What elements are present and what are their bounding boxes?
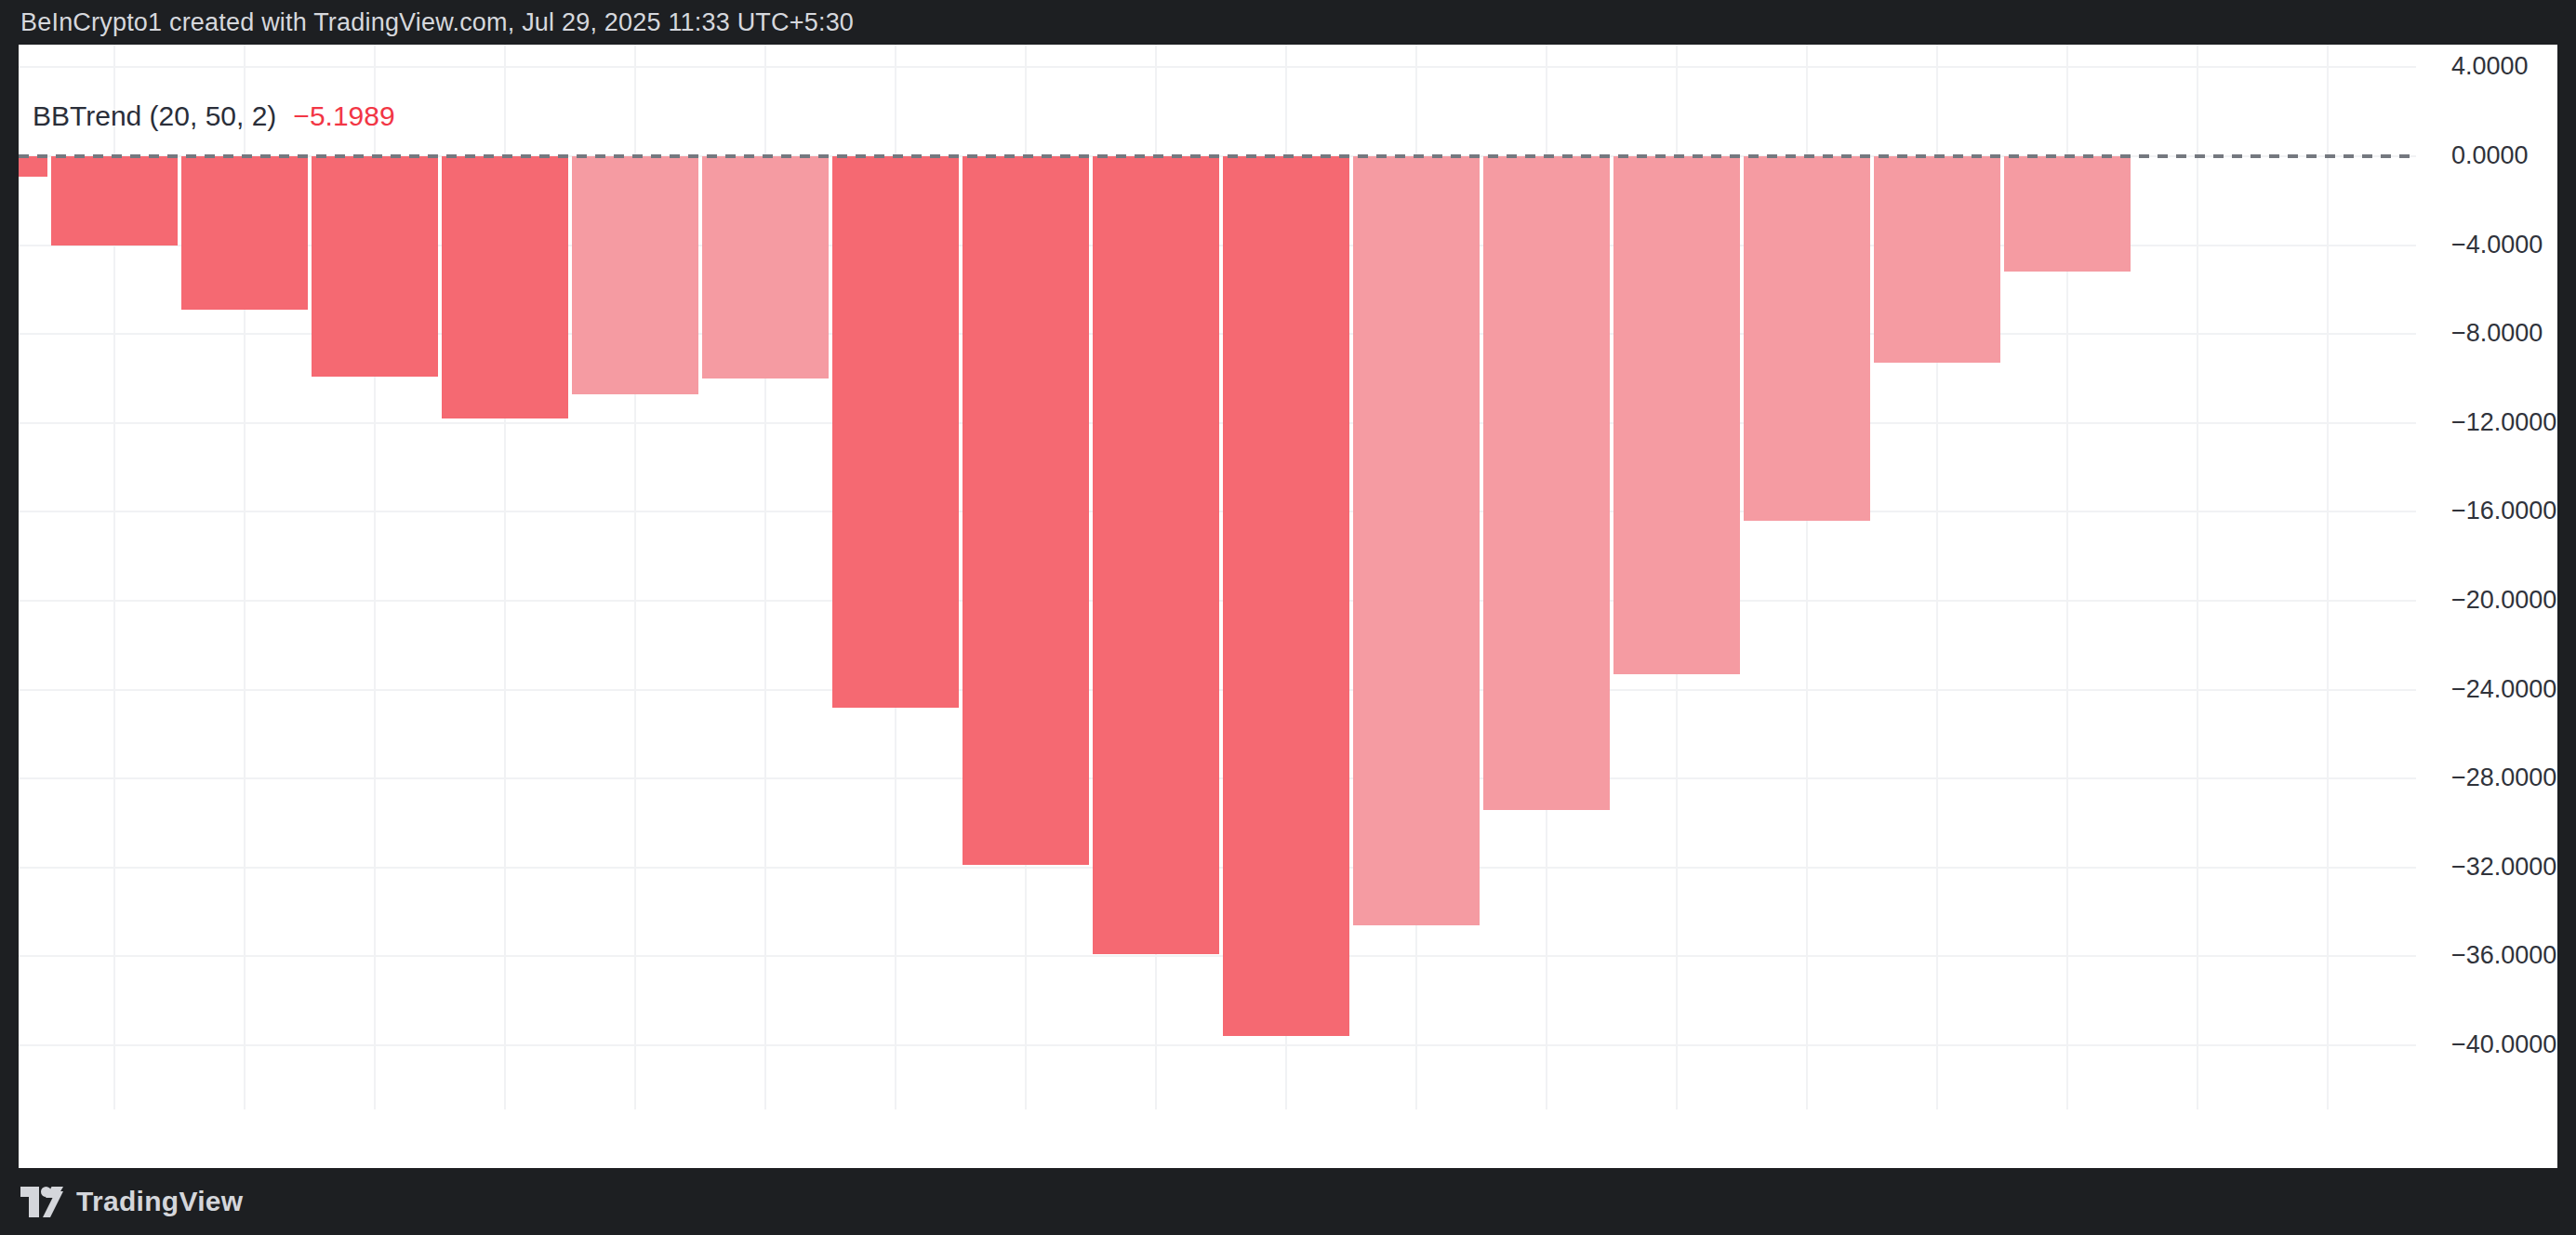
bar-28[interactable] [1874,156,2000,363]
y-tick-label: −32.0000 [2451,855,2556,880]
tradingview-logo-text: TradingView [76,1186,243,1217]
bar-21[interactable] [963,156,1089,865]
h-gridline [19,66,2416,68]
y-axis[interactable]: 4.0000 0.0000 −4.0000 −8.0000 −12.0000 −16.00… [2418,45,2557,1168]
bar-29[interactable] [2004,156,2131,272]
y-tick-label: 4.0000 [2451,54,2529,79]
bar-13[interactable] [19,156,47,177]
h-gridline [19,1044,2416,1046]
bar-16[interactable] [312,156,438,377]
tradingview-logo-icon [20,1187,63,1217]
bar-15[interactable] [181,156,308,310]
bar-17[interactable] [442,156,568,418]
bar-24[interactable] [1353,156,1480,925]
bar-18[interactable] [572,156,698,394]
header-bar: BeInCrypto1 created with TradingView.com… [0,0,2576,45]
y-tick-label: −4.0000 [2451,232,2543,258]
h-gridline [19,955,2416,957]
bar-25[interactable] [1483,156,1610,810]
indicator-value: −5.1989 [293,100,394,132]
y-tick-label: −24.0000 [2451,677,2556,702]
header-title: BeInCrypto1 created with TradingView.com… [0,8,854,37]
indicator-name: BBTrend (20, 50, 2) [33,100,276,132]
bar-27[interactable] [1744,156,1870,521]
bar-26[interactable] [1613,156,1740,674]
bar-14[interactable] [51,156,178,246]
v-gridline [2197,45,2198,1109]
footer-bar: TradingView [0,1168,2576,1235]
y-tick-label: −20.0000 [2451,588,2556,613]
y-tick-label: −12.0000 [2451,410,2556,435]
y-tick-label: −40.0000 [2451,1032,2556,1057]
plot-area[interactable] [19,45,2557,1168]
bar-23[interactable] [1223,156,1349,1036]
v-gridline [2327,45,2329,1109]
y-tick-label: −16.0000 [2451,498,2556,524]
page: BeInCrypto1 created with TradingView.com… [0,0,2576,1235]
indicator-legend[interactable]: BBTrend (20, 50, 2) −5.1989 [33,100,395,132]
bar-19[interactable] [702,156,829,378]
x-axis[interactable]: 141516171819202122232425262728293031 [19,1123,2418,1168]
y-tick-label: 0.0000 [2451,143,2529,168]
bar-20[interactable] [832,156,959,708]
y-tick-label: −28.0000 [2451,765,2556,790]
y-tick-label: −8.0000 [2451,321,2543,346]
tradingview-logo[interactable]: TradingView [20,1186,243,1217]
y-tick-label: −36.0000 [2451,943,2556,968]
bar-22[interactable] [1093,156,1219,954]
zero-line [19,154,2416,158]
chart-panel[interactable]: BBTrend (20, 50, 2) −5.1989 4.0000 0.0000… [19,45,2557,1168]
